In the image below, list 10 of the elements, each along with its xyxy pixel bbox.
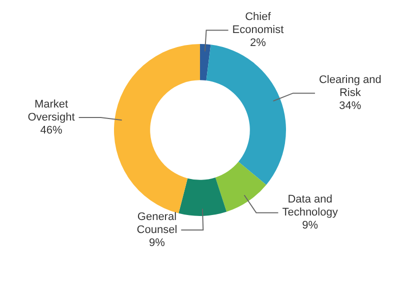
data-label: 2% [250, 37, 266, 50]
slice-label: Clearing and Risk [318, 74, 382, 100]
slice-label: Market Oversight [28, 98, 75, 124]
slice-label: General Counsel [136, 210, 178, 236]
slice-label: Chief Economist [232, 11, 284, 36]
data-label: 9% [302, 220, 318, 232]
data-label: 46% [40, 124, 62, 136]
data-label: 34% [339, 100, 362, 112]
slice-label: Data and Technology [282, 194, 338, 219]
data-label: 9% [149, 236, 166, 249]
